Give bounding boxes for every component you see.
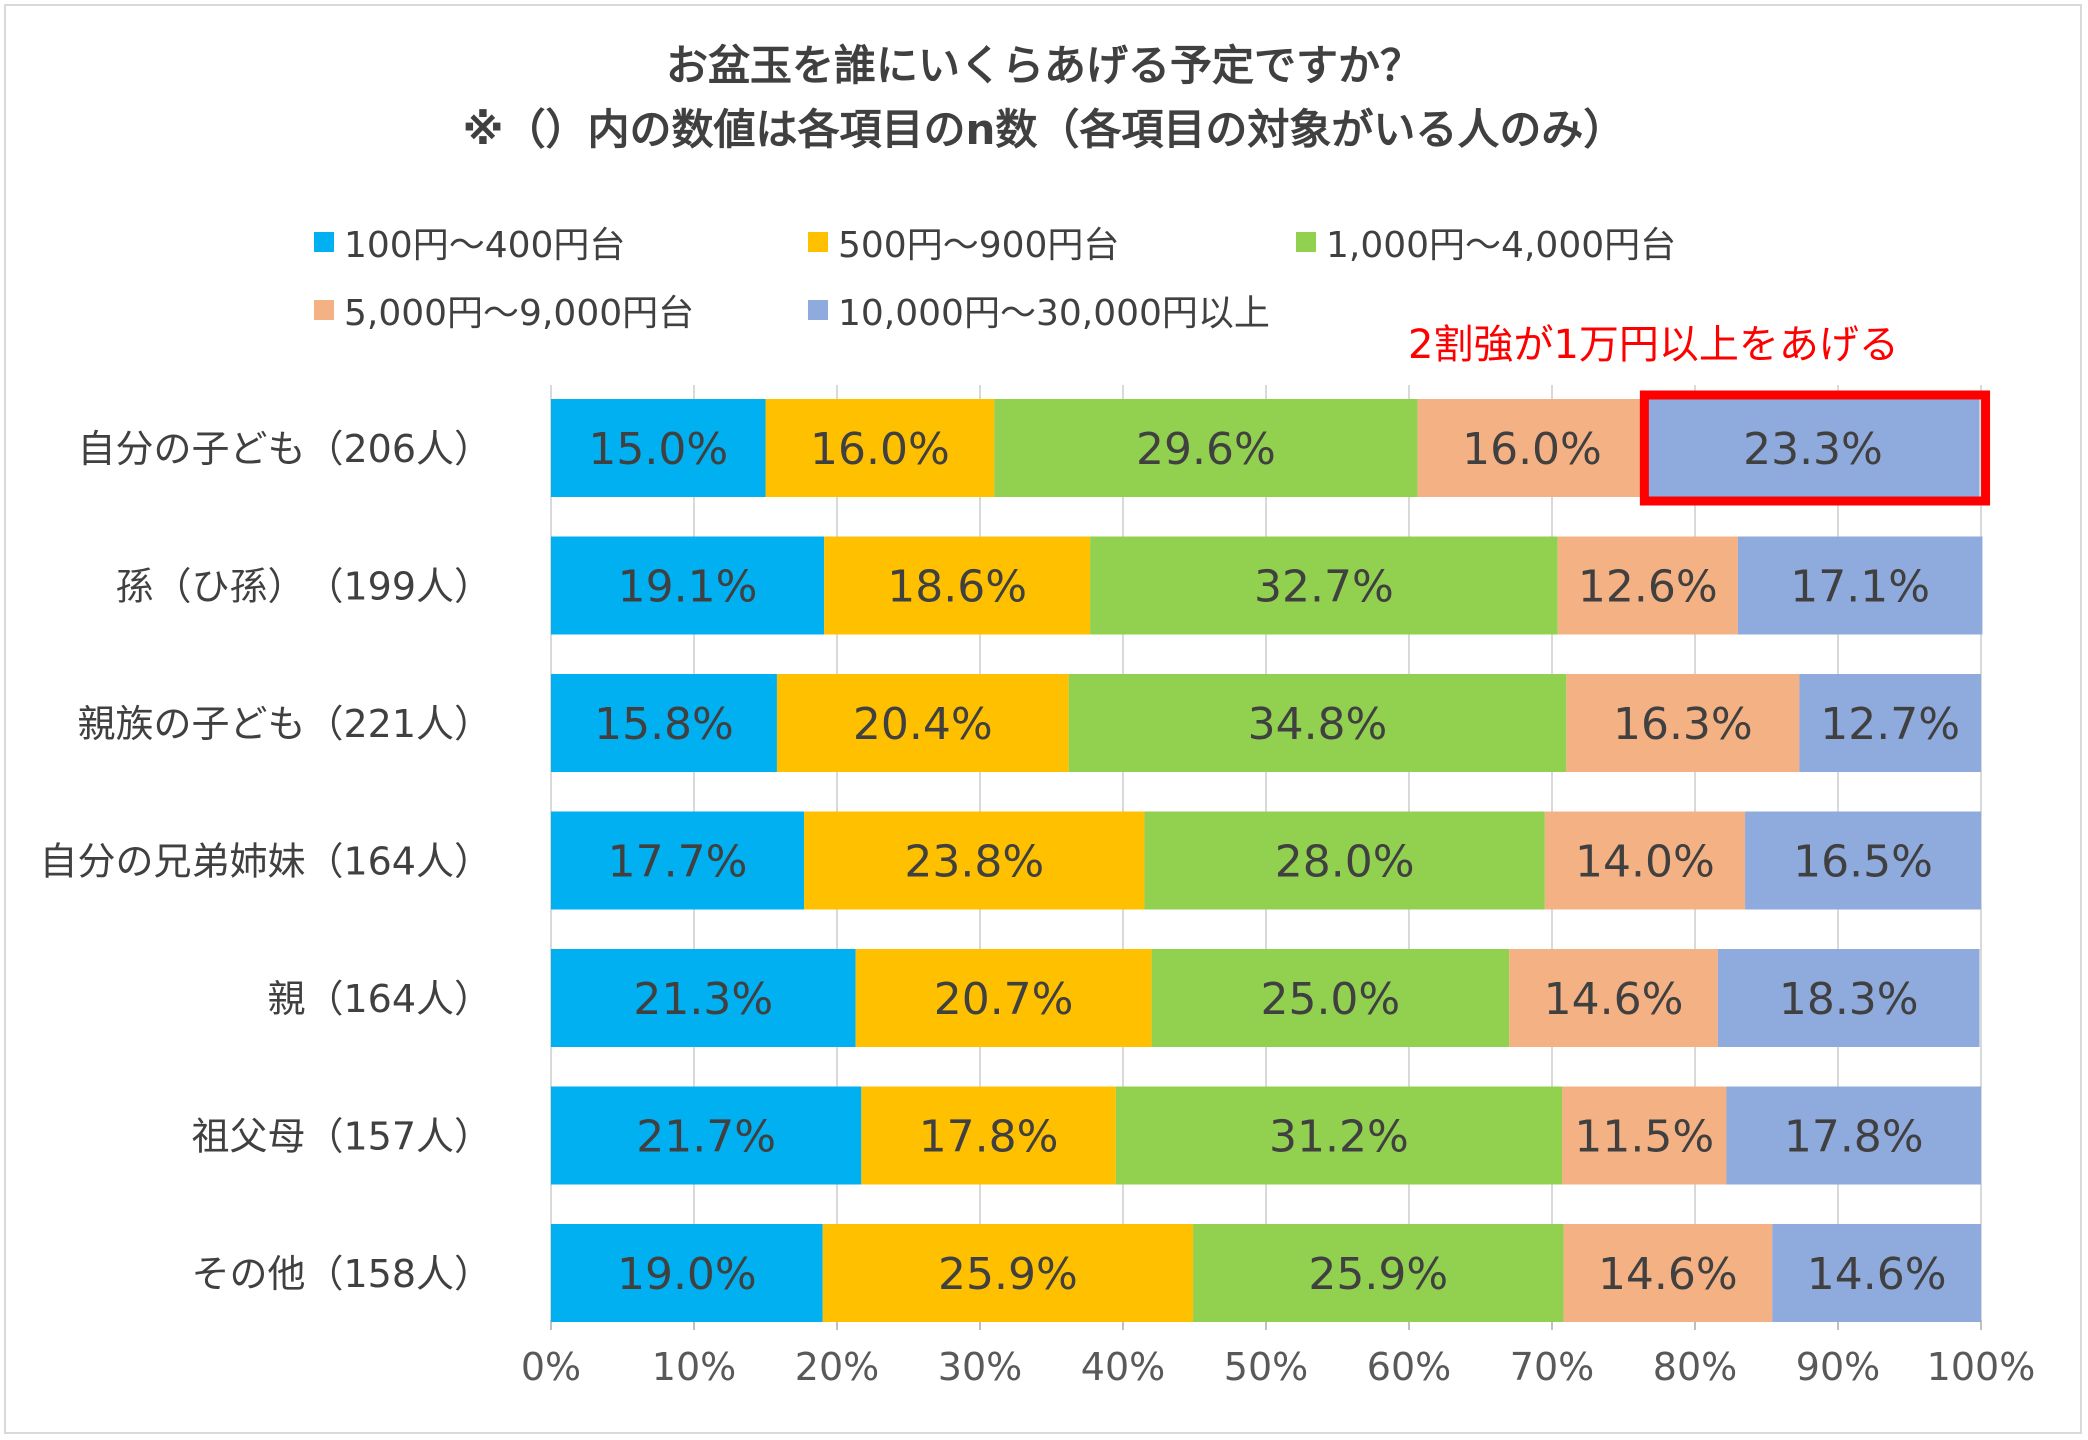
legend-label: 5,000円～9,000円台 bbox=[344, 293, 695, 334]
legend-item: 5,000円～9,000円台 bbox=[314, 284, 694, 336]
legend-label: 10,000円～30,000円以上 bbox=[838, 293, 1270, 334]
chart-subtitle: ※（）内の数値は各項目のn数（各項目の対象がいる人のみ） bbox=[462, 105, 1626, 154]
chart-frame bbox=[4, 4, 2082, 1434]
legend-swatch bbox=[314, 300, 334, 320]
legend-label: 1,000円～4,000円台 bbox=[1326, 225, 1677, 266]
legend-label: 100円～400円台 bbox=[344, 225, 626, 266]
legend-item: 10,000円～30,000円以上 bbox=[808, 284, 1270, 336]
annotation-text: 2割強が1万円以上をあげる bbox=[1408, 322, 1899, 368]
legend-item: 100円～400円台 bbox=[314, 216, 625, 268]
legend-swatch bbox=[314, 232, 334, 252]
legend-item: 500円～900円台 bbox=[808, 216, 1119, 268]
legend-swatch bbox=[808, 232, 828, 252]
legend-label: 500円～900円台 bbox=[838, 225, 1120, 266]
chart-title: お盆玉を誰にいくらあげる予定ですか？ bbox=[665, 41, 1422, 90]
legend-item: 1,000円～4,000円台 bbox=[1296, 216, 1676, 268]
legend-swatch bbox=[808, 300, 828, 320]
legend-swatch bbox=[1296, 232, 1316, 252]
